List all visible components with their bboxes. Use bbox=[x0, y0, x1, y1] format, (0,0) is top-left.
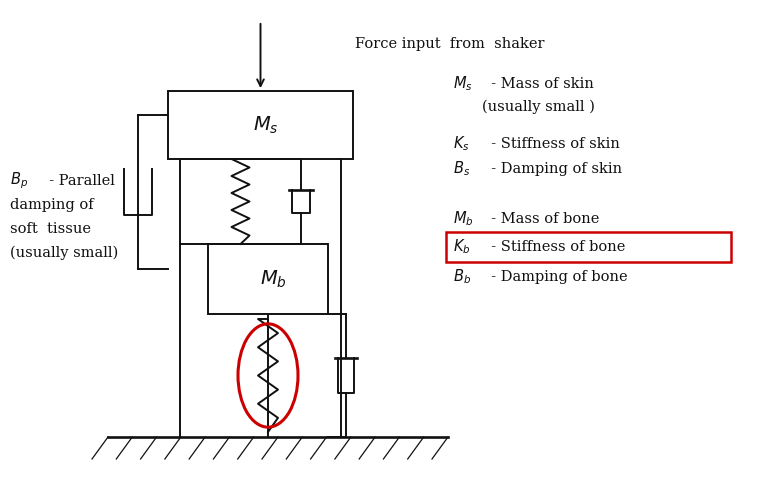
Text: $K_b$: $K_b$ bbox=[453, 238, 470, 256]
Bar bbox=[168, 91, 353, 159]
Text: - Mass of bone: - Mass of bone bbox=[482, 212, 600, 226]
Text: soft  tissue: soft tissue bbox=[10, 222, 91, 236]
Text: $M_b$: $M_b$ bbox=[453, 210, 473, 229]
Text: - Parallel: - Parallel bbox=[40, 174, 115, 188]
Text: $B_p$: $B_p$ bbox=[10, 171, 28, 191]
Text: damping of: damping of bbox=[10, 198, 93, 212]
Text: (usually small): (usually small) bbox=[10, 246, 119, 260]
Bar bbox=[446, 232, 731, 262]
Text: - Mass of skin: - Mass of skin bbox=[482, 77, 594, 91]
Text: Force input  from  shaker: Force input from shaker bbox=[355, 37, 544, 51]
Text: - Stiffness of bone: - Stiffness of bone bbox=[482, 240, 625, 254]
Text: - Damping of bone: - Damping of bone bbox=[482, 270, 628, 284]
Text: $K_s$: $K_s$ bbox=[453, 135, 470, 153]
Text: - Stiffness of skin: - Stiffness of skin bbox=[482, 137, 620, 151]
Text: $B_b$: $B_b$ bbox=[453, 267, 471, 286]
Text: $B_s$: $B_s$ bbox=[453, 160, 470, 178]
Text: $M_s$: $M_s$ bbox=[453, 75, 473, 93]
Text: - Damping of skin: - Damping of skin bbox=[482, 162, 622, 176]
Bar bbox=[208, 244, 328, 314]
Text: $M_s$: $M_s$ bbox=[252, 114, 278, 136]
Text: $M_b$: $M_b$ bbox=[260, 268, 287, 289]
Text: (usually small ): (usually small ) bbox=[482, 100, 595, 114]
